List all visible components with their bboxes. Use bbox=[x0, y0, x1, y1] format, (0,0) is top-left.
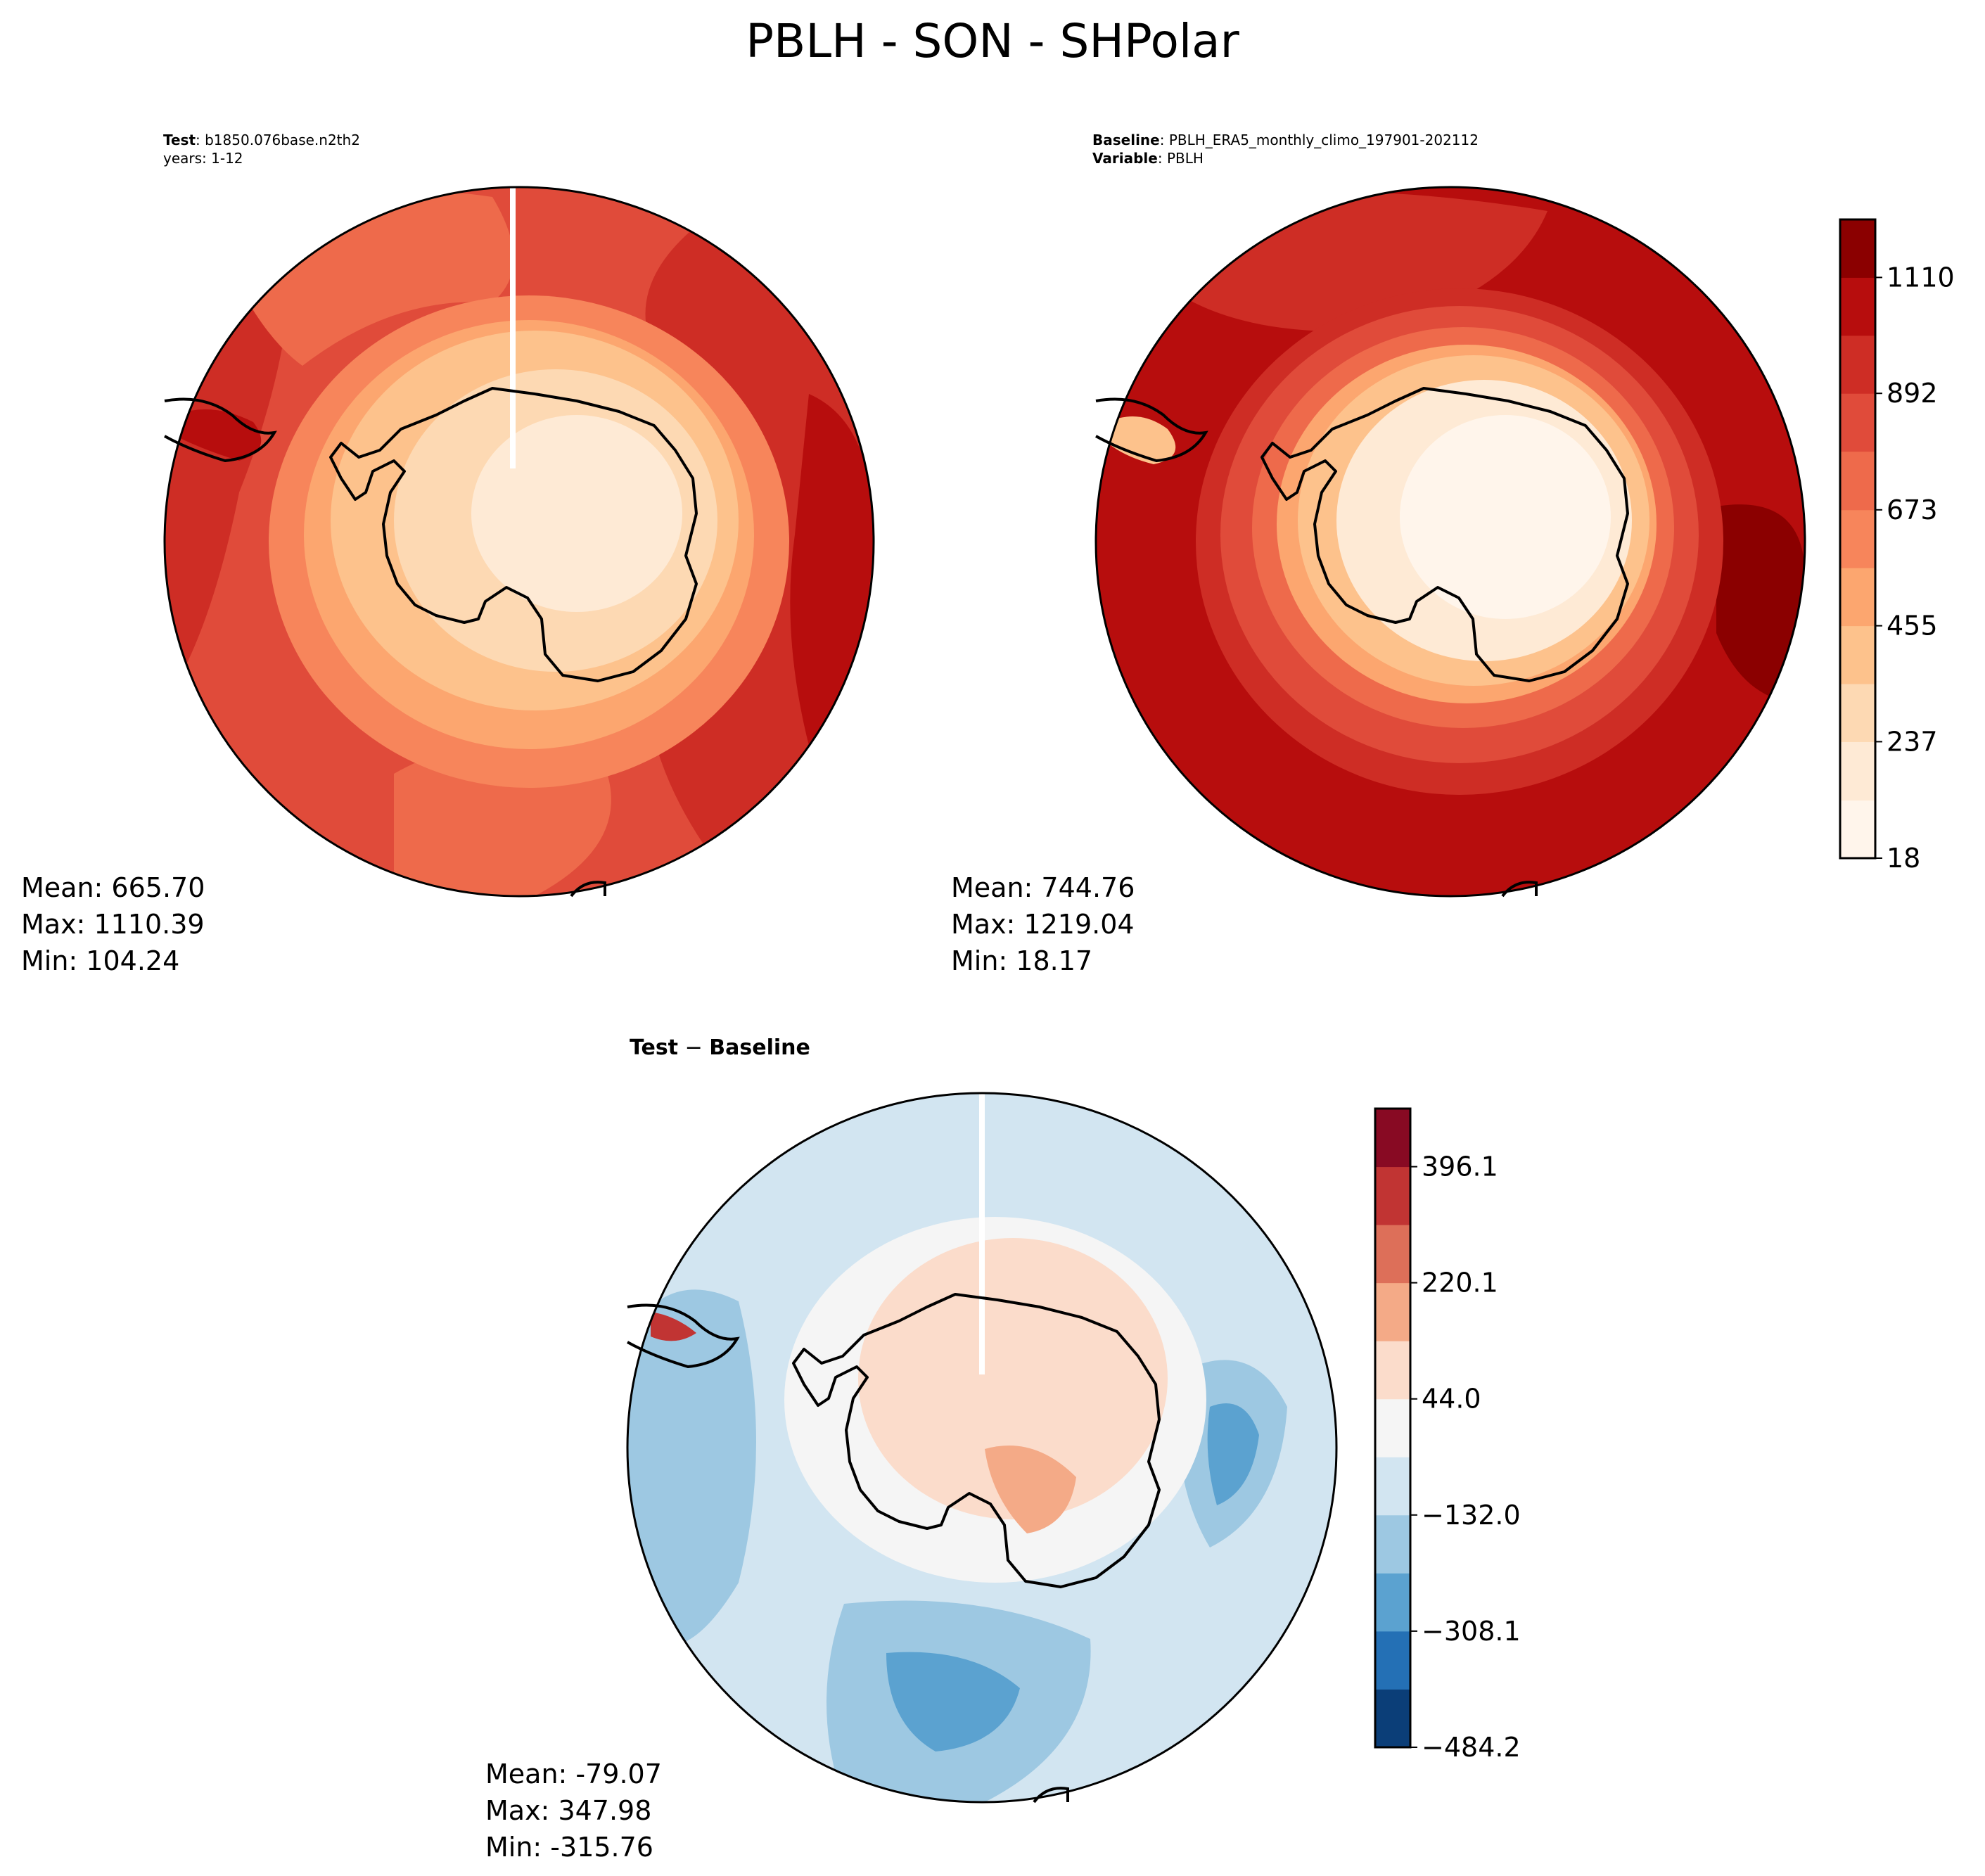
baseline-colorbar-segment bbox=[1840, 684, 1875, 742]
test-stats: Mean: 665.70 Max: 1110.39 Min: 104.24 bbox=[21, 869, 205, 979]
baseline-colorbar-segment bbox=[1840, 741, 1875, 801]
diff-colorbar-segment bbox=[1375, 1109, 1410, 1168]
diff-antarctica-coastline bbox=[792, 1293, 1161, 1588]
test-region-east-strong bbox=[790, 394, 874, 746]
diff-colorbar-segment bbox=[1375, 1457, 1410, 1516]
test-seam bbox=[510, 187, 516, 468]
baseline-colorbar-segment bbox=[1840, 568, 1875, 627]
diff-region-west bbox=[627, 1289, 756, 1646]
baseline-colorbar-tick-label: 673 bbox=[1887, 494, 1938, 525]
test-map-border bbox=[163, 186, 875, 898]
baseline-mean: Mean: 744.76 bbox=[951, 872, 1135, 903]
baseline-colorbar-segment bbox=[1840, 219, 1875, 278]
diff-colorbar-frame bbox=[1374, 1107, 1412, 1749]
test-antarctica-coastline bbox=[329, 387, 698, 682]
baseline-label-value: : PBLH_ERA5_monthly_climo_197901-202112 bbox=[1159, 132, 1479, 148]
baseline-colorbar-tick-label: 455 bbox=[1887, 611, 1938, 642]
diff-colorbar-segment bbox=[1375, 1282, 1410, 1341]
test-south-america-coast bbox=[164, 397, 277, 463]
diff-map-border bbox=[626, 1092, 1338, 1804]
test-min: Min: 104.24 bbox=[21, 945, 180, 976]
diff-colorbar-tick-label: 220.1 bbox=[1422, 1268, 1498, 1298]
baseline-colorbar-segment bbox=[1840, 451, 1875, 511]
baseline-region-east-strong bbox=[1716, 504, 1805, 703]
diff-min: Min: -315.76 bbox=[485, 1832, 653, 1863]
baseline-min: Min: 18.17 bbox=[951, 945, 1093, 976]
test-mean: Mean: 665.70 bbox=[21, 872, 205, 903]
diff-ring-positive bbox=[858, 1238, 1168, 1519]
baseline-colorbar-segment bbox=[1840, 393, 1875, 452]
diff-south-america-coast bbox=[627, 1303, 740, 1369]
diff-colorbar-tick-label: 44.0 bbox=[1422, 1384, 1481, 1415]
baseline-panel-title: Baseline: PBLH_ERA5_monthly_climo_197901… bbox=[1092, 131, 1479, 167]
test-max: Max: 1110.39 bbox=[21, 909, 205, 940]
diff-colorbar-tick-label: −308.1 bbox=[1422, 1616, 1521, 1647]
baseline-colorbar: 18 237 455 673 892 1110 bbox=[1839, 218, 1955, 874]
diff-colorbar-tick-label: −484.2 bbox=[1422, 1732, 1521, 1763]
baseline-variable-value: : PBLH bbox=[1157, 150, 1204, 167]
baseline-peninsula-patch bbox=[1108, 416, 1176, 464]
test-label-value: : b1850.076base.n2th2 bbox=[196, 132, 360, 148]
baseline-label-key: Baseline bbox=[1092, 132, 1160, 148]
baseline-ring-7 bbox=[1400, 415, 1611, 619]
diff-stats: Mean: -79.07 Max: 347.98 Min: -315.76 bbox=[485, 1756, 662, 1865]
baseline-map bbox=[1094, 186, 1806, 898]
diff-panel-title: Test − Baseline bbox=[630, 1035, 810, 1060]
diff-mean: Mean: -79.07 bbox=[485, 1759, 662, 1789]
diff-colorbar-segment bbox=[1375, 1398, 1410, 1457]
diff-seam bbox=[979, 1093, 985, 1374]
baseline-colorbar-segment bbox=[1840, 800, 1875, 859]
diff-colorbar-segment bbox=[1375, 1166, 1410, 1225]
baseline-variable-key: Variable bbox=[1092, 150, 1158, 167]
diff-colorbar-segment bbox=[1375, 1225, 1410, 1284]
diff-colorbar-segment bbox=[1375, 1631, 1410, 1690]
baseline-max: Max: 1219.04 bbox=[951, 909, 1135, 940]
baseline-south-america-coast bbox=[1095, 397, 1208, 463]
baseline-colorbar-tick-label: 892 bbox=[1887, 378, 1938, 409]
diff-colorbar-tick-label: −132.0 bbox=[1422, 1500, 1521, 1531]
diff-region-positive-strong bbox=[985, 1446, 1076, 1533]
test-years: years: 1-12 bbox=[163, 150, 243, 167]
diff-region-east-strong bbox=[1207, 1403, 1259, 1505]
diff-colorbar-segment bbox=[1375, 1514, 1410, 1574]
test-map bbox=[163, 186, 875, 898]
baseline-colorbar-segment bbox=[1840, 625, 1875, 684]
baseline-colorbar-segment bbox=[1840, 277, 1875, 336]
test-panel-title: Test: b1850.076base.n2th2 years: 1-12 bbox=[163, 131, 360, 167]
baseline-colorbar-tick-label: 237 bbox=[1887, 726, 1938, 757]
diff-colorbar-tick-label: 396.1 bbox=[1422, 1151, 1498, 1182]
diff-map bbox=[626, 1092, 1338, 1804]
diff-colorbar-segment bbox=[1375, 1689, 1410, 1748]
test-label-key: Test bbox=[163, 132, 196, 148]
baseline-stats: Mean: 744.76 Max: 1219.04 Min: 18.17 bbox=[951, 869, 1135, 979]
figure-title: PBLH - SON - SHPolar bbox=[746, 14, 1239, 68]
baseline-colorbar-frame bbox=[1839, 218, 1877, 860]
diff-colorbar-segment bbox=[1375, 1573, 1410, 1632]
baseline-colorbar-tick-label: 18 bbox=[1887, 843, 1920, 874]
baseline-colorbar-segment bbox=[1840, 509, 1875, 568]
diff-colorbar-segment bbox=[1375, 1341, 1410, 1400]
test-ring-5 bbox=[471, 415, 682, 612]
diff-colorbar: −484.2 −308.1 −132.0 44.0 220.1 396.1 bbox=[1374, 1107, 1521, 1763]
baseline-map-border bbox=[1094, 186, 1806, 898]
diff-region-south-strong bbox=[886, 1652, 1020, 1751]
baseline-colorbar-segment bbox=[1840, 335, 1875, 394]
diff-peninsula-patch bbox=[651, 1312, 696, 1341]
baseline-colorbar-tick-label: 1110 bbox=[1887, 262, 1955, 293]
baseline-antarctica-coastline bbox=[1260, 387, 1629, 682]
diff-max: Max: 347.98 bbox=[485, 1795, 652, 1826]
